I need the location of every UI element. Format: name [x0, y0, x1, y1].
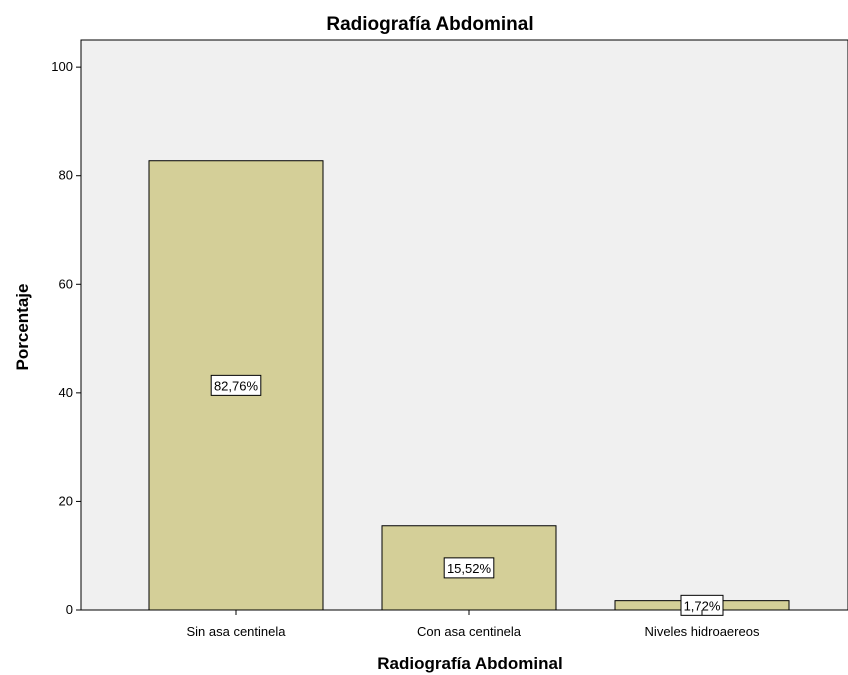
data-label-box [210, 374, 262, 396]
y-tick-label: 80 [59, 168, 73, 183]
y-axis-title: Porcentaje [13, 284, 32, 371]
data-label-box [680, 594, 724, 616]
data-label: 82,76% [214, 378, 259, 393]
bars: 82,76% 15,52% 1,72% [148, 160, 790, 616]
chart-title: Radiografía Abdominal [326, 14, 533, 35]
x-axis-title: Radiografía Abdominal [377, 654, 562, 673]
x-tick-label: Sin asa centinela [186, 624, 286, 639]
y-tick-label: 100 [51, 59, 73, 74]
x-tick-label: Niveles hidroaereos [645, 624, 760, 639]
x-axis: Sin asa centinela Con asa centinela Nivele… [186, 610, 760, 639]
y-tick-label: 40 [59, 385, 73, 400]
y-tick-label: 0 [66, 602, 73, 617]
data-label: 15,52% [447, 561, 492, 576]
y-tick-label: 60 [59, 276, 73, 291]
data-label: 1,72% [684, 598, 721, 613]
y-axis: 0 20 40 60 80 100 [51, 59, 81, 617]
data-label-box [443, 557, 495, 579]
x-tick-label: Con asa centinela [417, 624, 522, 639]
y-tick-label: 20 [59, 493, 73, 508]
